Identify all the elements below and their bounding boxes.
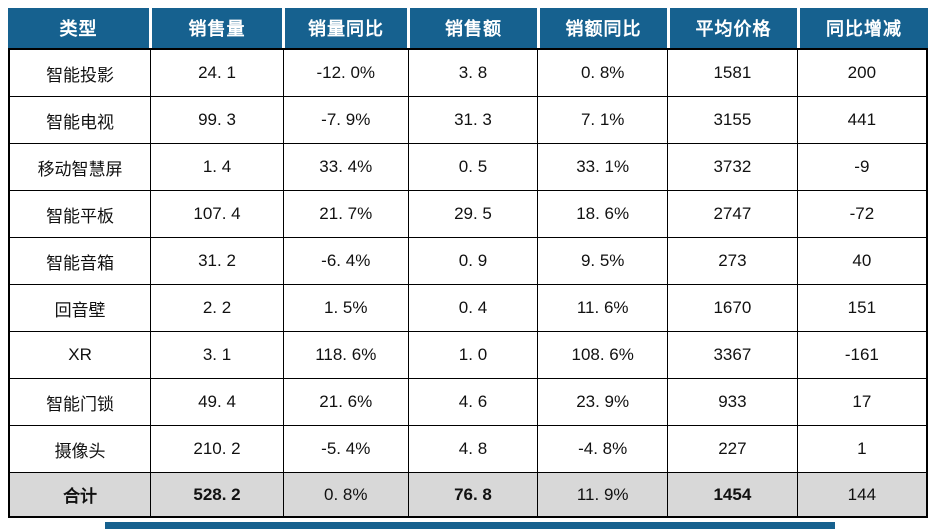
- cell-amount-yoy: 11. 9%: [537, 472, 669, 518]
- header-sales-amount: 销售额: [408, 8, 538, 48]
- cell-yoy-change: -161: [796, 331, 928, 379]
- cell-avg-price: 227: [667, 425, 798, 473]
- row-label: 合计: [8, 472, 152, 518]
- cell-sales-amount: 0. 5: [407, 143, 539, 191]
- cell-sales-volume: 31. 2: [150, 237, 284, 285]
- cell-volume-yoy: 33. 4%: [282, 143, 409, 191]
- cell-volume-yoy: -5. 4%: [282, 425, 409, 473]
- cell-yoy-change: 40: [796, 237, 928, 285]
- cell-avg-price: 1454: [667, 472, 798, 518]
- cell-avg-price: 273: [667, 237, 798, 285]
- cell-yoy-change: 200: [796, 48, 928, 97]
- cell-volume-yoy: 118. 6%: [282, 331, 409, 379]
- cell-sales-amount: 4. 6: [407, 378, 539, 426]
- cell-sales-volume: 24. 1: [150, 48, 284, 97]
- table-row: 智能电视 99. 3 -7. 9% 31. 3 7. 1% 3155 441: [8, 96, 928, 144]
- bottom-accent-bar: [105, 522, 835, 529]
- header-avg-price: 平均价格: [667, 8, 798, 48]
- cell-sales-amount: 1. 0: [407, 331, 539, 379]
- table-header-row: 类型 销售量 销量同比 销售额 销额同比 平均价格 同比增减: [8, 8, 928, 48]
- cell-amount-yoy: 33. 1%: [537, 143, 669, 191]
- cell-sales-amount: 0. 9: [407, 237, 539, 285]
- table-row: 智能门锁 49. 4 21. 6% 4. 6 23. 9% 933 17: [8, 378, 928, 426]
- cell-volume-yoy: -7. 9%: [282, 96, 409, 144]
- cell-avg-price: 1581: [667, 48, 798, 97]
- cell-sales-amount: 0. 4: [407, 284, 539, 332]
- cell-sales-volume: 1. 4: [150, 143, 284, 191]
- table-total-row: 合计 528. 2 0. 8% 76. 8 11. 9% 1454 144: [8, 472, 928, 518]
- table-row: 智能平板 107. 4 21. 7% 29. 5 18. 6% 2747 -72: [8, 190, 928, 238]
- table-row: XR 3. 1 118. 6% 1. 0 108. 6% 3367 -161: [8, 331, 928, 379]
- cell-amount-yoy: 108. 6%: [537, 331, 669, 379]
- row-label: 智能电视: [8, 96, 152, 144]
- cell-yoy-change: -72: [796, 190, 928, 238]
- cell-sales-amount: 31. 3: [407, 96, 539, 144]
- cell-sales-amount: 4. 8: [407, 425, 539, 473]
- cell-amount-yoy: 18. 6%: [537, 190, 669, 238]
- cell-avg-price: 3732: [667, 143, 798, 191]
- header-yoy-change: 同比增减: [797, 8, 928, 48]
- cell-sales-amount: 3. 8: [407, 48, 539, 97]
- cell-avg-price: 933: [667, 378, 798, 426]
- cell-avg-price: 3367: [667, 331, 798, 379]
- cell-volume-yoy: -12. 0%: [282, 48, 409, 97]
- header-amount-yoy: 销额同比: [537, 8, 668, 48]
- sales-table: 类型 销售量 销量同比 销售额 销额同比 平均价格 同比增减 智能投影 24. …: [8, 8, 928, 518]
- cell-volume-yoy: 21. 6%: [282, 378, 409, 426]
- cell-yoy-change: 1: [796, 425, 928, 473]
- table-row: 智能音箱 31. 2 -6. 4% 0. 9 9. 5% 273 40: [8, 237, 928, 285]
- cell-volume-yoy: 21. 7%: [282, 190, 409, 238]
- cell-amount-yoy: 7. 1%: [537, 96, 669, 144]
- row-label: 智能平板: [8, 190, 152, 238]
- cell-yoy-change: 151: [796, 284, 928, 332]
- header-sales-volume: 销售量: [149, 8, 283, 48]
- cell-amount-yoy: 0. 8%: [537, 48, 669, 97]
- row-label: 回音壁: [8, 284, 152, 332]
- row-label: 移动智慧屏: [8, 143, 152, 191]
- cell-avg-price: 2747: [667, 190, 798, 238]
- cell-sales-volume: 99. 3: [150, 96, 284, 144]
- cell-sales-volume: 528. 2: [150, 472, 284, 518]
- row-label: 摄像头: [8, 425, 152, 473]
- cell-amount-yoy: 11. 6%: [537, 284, 669, 332]
- cell-sales-volume: 3. 1: [150, 331, 284, 379]
- cell-volume-yoy: -6. 4%: [282, 237, 409, 285]
- cell-avg-price: 3155: [667, 96, 798, 144]
- cell-avg-price: 1670: [667, 284, 798, 332]
- cell-sales-volume: 49. 4: [150, 378, 284, 426]
- cell-yoy-change: -9: [796, 143, 928, 191]
- cell-volume-yoy: 1. 5%: [282, 284, 409, 332]
- cell-sales-volume: 210. 2: [150, 425, 284, 473]
- cell-amount-yoy: 9. 5%: [537, 237, 669, 285]
- cell-sales-amount: 76. 8: [407, 472, 539, 518]
- table-row: 移动智慧屏 1. 4 33. 4% 0. 5 33. 1% 3732 -9: [8, 143, 928, 191]
- row-label: 智能投影: [8, 48, 152, 97]
- table-row: 回音壁 2. 2 1. 5% 0. 4 11. 6% 1670 151: [8, 284, 928, 332]
- row-label: XR: [8, 331, 152, 379]
- cell-sales-volume: 107. 4: [150, 190, 284, 238]
- row-label: 智能音箱: [8, 237, 152, 285]
- cell-yoy-change: 17: [796, 378, 928, 426]
- cell-amount-yoy: -4. 8%: [537, 425, 669, 473]
- cell-amount-yoy: 23. 9%: [537, 378, 669, 426]
- table-body: 智能投影 24. 1 -12. 0% 3. 8 0. 8% 1581 200 智…: [8, 48, 928, 518]
- table-row: 摄像头 210. 2 -5. 4% 4. 8 -4. 8% 227 1: [8, 425, 928, 473]
- cell-volume-yoy: 0. 8%: [282, 472, 409, 518]
- row-label: 智能门锁: [8, 378, 152, 426]
- cell-sales-volume: 2. 2: [150, 284, 284, 332]
- table-row: 智能投影 24. 1 -12. 0% 3. 8 0. 8% 1581 200: [8, 48, 928, 97]
- header-volume-yoy: 销量同比: [282, 8, 408, 48]
- cell-sales-amount: 29. 5: [407, 190, 539, 238]
- cell-yoy-change: 144: [796, 472, 928, 518]
- header-type: 类型: [8, 8, 150, 48]
- cell-yoy-change: 441: [796, 96, 928, 144]
